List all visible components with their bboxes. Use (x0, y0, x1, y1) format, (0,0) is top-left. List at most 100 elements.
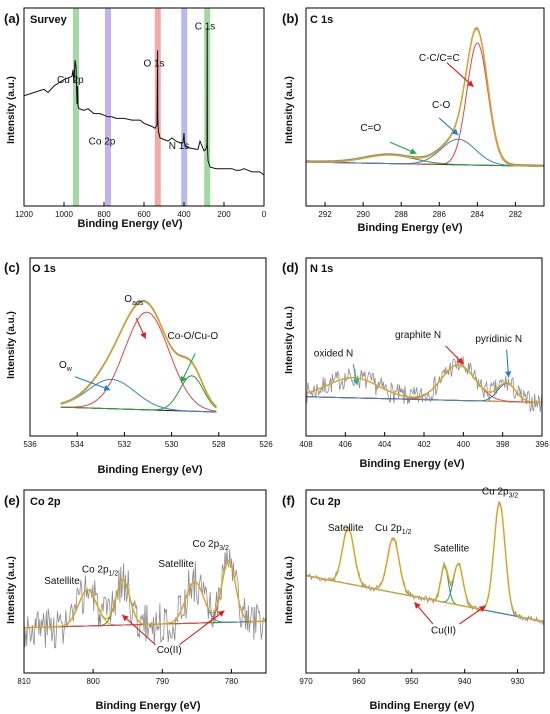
x-tick-label: 1200 (15, 210, 33, 219)
peak-label: C 1s (195, 21, 216, 32)
y-axis-label: Intensity (a.u.) (6, 556, 17, 624)
panel-b-c1s: (b) C 1s Binding Energy (eV) Intensity (… (282, 7, 545, 234)
panel-title: Co 2p (30, 496, 61, 508)
x-tick-label: 810 (17, 677, 31, 686)
panel-letter: (d) (282, 260, 299, 275)
x-tick-label: 530 (165, 440, 179, 449)
x-tick-label: 528 (212, 440, 226, 449)
arrow-head (122, 614, 129, 622)
x-tick-label: 396 (535, 440, 549, 449)
panel-title: N 1s (310, 263, 333, 275)
x-tick-label: 930 (511, 677, 525, 686)
plot-frame (29, 257, 267, 437)
x-tick-label: 536 (23, 440, 37, 449)
x-tick-label: 970 (299, 677, 313, 686)
x-axis-label: Binding Energy (eV) (95, 700, 200, 712)
x-axis-label: Binding Energy (eV) (359, 458, 464, 470)
peak-label: pyridinic N (475, 334, 522, 345)
panel-letter: (e) (4, 493, 20, 508)
fit-peak-line (306, 502, 544, 623)
panel-letter: (a) (4, 11, 20, 26)
peak-label: Satellite (158, 559, 194, 570)
x-tick-label: 400 (177, 210, 191, 219)
fit-peak-line (306, 527, 544, 623)
peak-label: Cu(II) (431, 626, 456, 637)
peak-label: Co 2p (89, 136, 116, 147)
annotation-arrow (121, 614, 156, 646)
x-axis-label: Binding Energy (eV) (357, 222, 462, 234)
panel-c-o1s: (c) O 1s Binding Energy (eV) Intensity (… (4, 257, 273, 476)
raw-data-line (24, 549, 266, 649)
x-tick-label: 534 (71, 440, 85, 449)
plot-frame (23, 489, 267, 674)
arrow-head (504, 371, 512, 378)
x-tick-label: 800 (86, 677, 100, 686)
fit-peak-line (306, 138, 544, 167)
plot-frame (23, 7, 265, 207)
raw-data-line (306, 27, 544, 166)
plot-area (306, 27, 544, 167)
x-tick-label: 404 (378, 440, 392, 449)
x-tick-label: 408 (299, 440, 313, 449)
element-band (73, 8, 79, 206)
peak-label: oxided N (314, 348, 353, 359)
arrow-head (451, 128, 459, 136)
x-tick-label: 292 (318, 210, 332, 219)
x-tick-label: 284 (471, 210, 485, 219)
panel-title: C 1s (310, 14, 333, 26)
x-axis-label: Binding Energy (eV) (77, 218, 182, 230)
panel-letter: (c) (4, 260, 20, 275)
arrow-head (414, 602, 421, 609)
panel-d-n1s: (d) N 1s Binding Energy (eV) Intensity (… (282, 257, 549, 470)
arrow-head (352, 378, 360, 386)
plot-area (24, 549, 266, 649)
x-tick-label: 406 (339, 440, 353, 449)
y-axis-label: Intensity (a.u.) (6, 76, 17, 144)
x-tick-label: 286 (433, 210, 447, 219)
panel-letter: (f) (282, 493, 295, 508)
x-tick-label: 526 (259, 440, 273, 449)
element-band (181, 8, 188, 206)
peak-label: C=O (360, 123, 381, 134)
x-tick-label: 402 (417, 440, 431, 449)
peak-label: Cu 2p (57, 75, 84, 86)
panel-a-survey: (a) Survey Binding Energy (eV) Intensity… (4, 7, 267, 230)
peak-label: Co-O/Cu-O (168, 331, 219, 342)
x-tick-label: 780 (225, 677, 239, 686)
arrow-head (217, 610, 225, 617)
x-tick-label: 800 (97, 210, 111, 219)
fit-peak-line (60, 311, 217, 412)
x-tick-label: 940 (458, 677, 472, 686)
fit-peak-line (306, 563, 544, 623)
y-axis-label: Intensity (a.u.) (284, 306, 295, 374)
annotation-arrow (179, 610, 225, 646)
peak-label: Cu 2p1/2 (375, 523, 412, 536)
panel-letter: (b) (282, 11, 299, 26)
fit-peak-line (306, 565, 544, 623)
y-axis-label: Intensity (a.u.) (284, 76, 295, 144)
envelope-line (24, 560, 266, 629)
arrow-head (140, 332, 147, 339)
arrow-head (479, 605, 486, 612)
fit-peak-line (306, 382, 542, 403)
plot-area (306, 356, 542, 413)
plot-area (60, 300, 217, 413)
fit-peak-line (60, 378, 217, 413)
panel-title: Survey (30, 14, 68, 26)
x-tick-label: 282 (509, 210, 523, 219)
x-tick-label: 1000 (55, 210, 73, 219)
x-axis-label: Binding Energy (eV) (369, 700, 474, 712)
x-tick-label: 400 (457, 440, 471, 449)
panel-e-co2p: (e) Co 2p Binding Energy (eV) Intensity … (4, 489, 267, 712)
peak-label: C-C/C=C (419, 53, 460, 64)
panel-title: Cu 2p (310, 496, 341, 508)
y-axis-label: Intensity (a.u.) (6, 311, 17, 379)
envelope-line (306, 364, 542, 404)
arrow-head (409, 148, 417, 155)
envelope-line (306, 502, 544, 623)
annotation-arrow (74, 376, 111, 391)
peak-label: O 1s (143, 59, 164, 70)
peak-label: N 1s (169, 141, 190, 152)
x-tick-label: 290 (356, 210, 370, 219)
